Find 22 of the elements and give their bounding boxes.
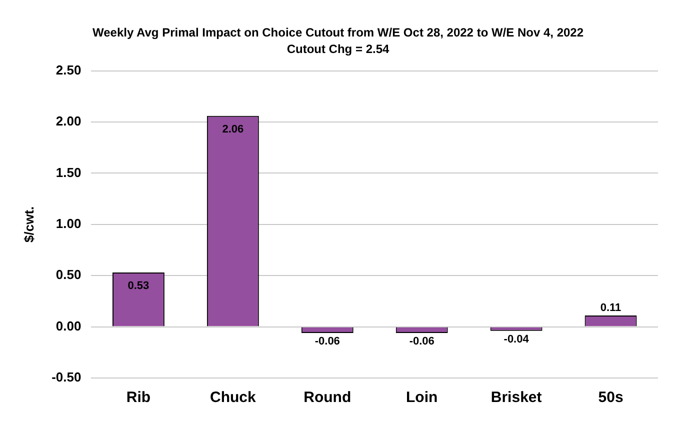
chart-title: Weekly Avg Primal Impact on Choice Cutout from W/E Oct 28, 2022 to W/E Nov 4, 2022 <box>92 26 584 40</box>
y-tick-label: 0.50 <box>56 267 82 282</box>
x-tick-label: Loin <box>406 389 438 406</box>
y-tick-label: 1.50 <box>56 164 82 180</box>
x-tick-label: Rib <box>126 389 151 406</box>
data-label: 2.06 <box>222 123 244 136</box>
y-tick-label: 2.00 <box>56 114 82 129</box>
data-label: 0.53 <box>128 280 150 292</box>
x-tick-label: Brisket <box>490 389 542 406</box>
y-tick-label: 2.50 <box>56 62 82 78</box>
y-tick-label: -0.50 <box>52 370 82 385</box>
data-label: -0.06 <box>409 335 434 348</box>
data-label: 0.11 <box>600 302 622 314</box>
x-tick-label: Chuck <box>210 389 256 406</box>
y-axis-title: $/cwt. <box>21 206 36 242</box>
data-label: -0.06 <box>314 335 340 348</box>
data-label: -0.04 <box>504 333 530 346</box>
chart-subtitle: Cutout Chg = 2.54 <box>286 42 390 56</box>
x-tick-label: Round <box>304 389 352 406</box>
y-tick-label: 1.00 <box>56 216 82 231</box>
y-tick-label: 0.00 <box>56 318 82 334</box>
x-tick-label: 50s <box>598 389 624 406</box>
